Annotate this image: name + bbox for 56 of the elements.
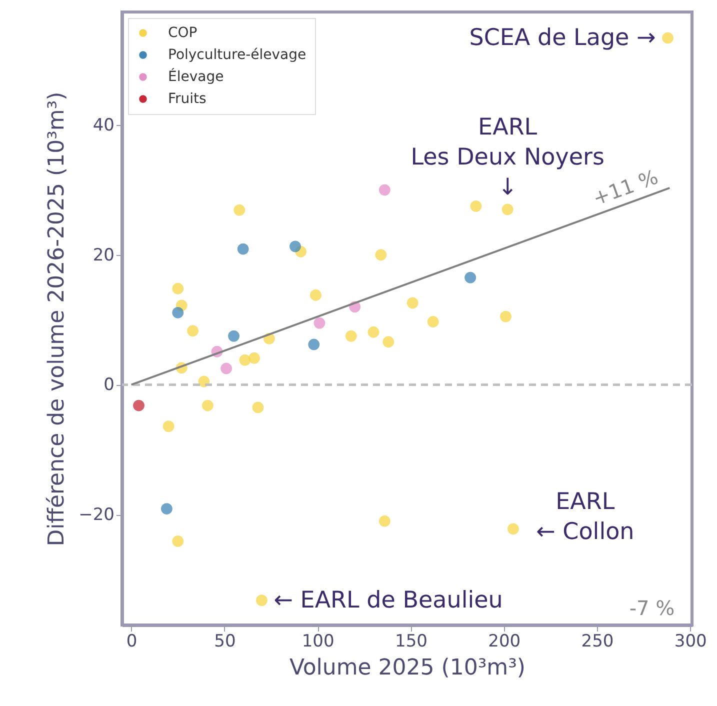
point	[308, 338, 320, 350]
y-tick-label: −20	[78, 505, 114, 526]
annotation: +11 %	[590, 164, 662, 210]
point	[314, 317, 326, 329]
x-tick-label: 50	[214, 632, 236, 652]
legend-label: COP	[168, 25, 198, 41]
legend-label: Élevage	[168, 68, 224, 85]
legend-label: Fruits	[168, 91, 206, 107]
point	[202, 400, 214, 412]
point	[378, 515, 390, 527]
point	[172, 306, 184, 318]
y-tick-label: 20	[92, 245, 114, 266]
point	[239, 354, 251, 366]
point	[507, 523, 519, 535]
point	[378, 184, 390, 196]
point	[234, 204, 246, 216]
point	[248, 352, 260, 364]
y-axis-title: Différence de volume 2026-2025 (10³m³)	[44, 92, 70, 546]
x-tick-label: 200	[488, 632, 521, 652]
point	[133, 400, 144, 412]
point	[161, 503, 172, 514]
legend-label: Polyculture-élevage	[168, 47, 306, 63]
point	[172, 282, 184, 294]
point	[368, 326, 380, 338]
point	[187, 325, 198, 337]
x-tick-label: 0	[126, 632, 138, 652]
point	[237, 243, 249, 255]
point	[464, 272, 476, 284]
point	[502, 204, 514, 216]
x-tick-label: 100	[302, 632, 334, 652]
point	[500, 310, 512, 322]
point	[406, 297, 418, 309]
point	[427, 316, 439, 328]
y-tick-label: 40	[92, 115, 114, 136]
point	[290, 240, 301, 252]
y-tick-label: 0	[104, 375, 114, 396]
x-axis-title: Volume 2025 (10³m³)	[289, 656, 526, 680]
annotation: SCEA de Lage →	[469, 24, 656, 51]
point	[310, 289, 322, 301]
point	[252, 402, 264, 414]
annotation: -7 %	[629, 596, 675, 620]
point	[470, 200, 482, 212]
point	[256, 594, 268, 606]
point	[162, 420, 174, 432]
x-tick-label: 150	[395, 632, 428, 652]
x-tick-label: 300	[674, 632, 707, 652]
point	[345, 330, 357, 342]
point	[662, 32, 674, 44]
point	[220, 362, 232, 374]
annotation: ← EARL de Beaulieu	[274, 587, 503, 614]
point	[228, 330, 240, 342]
annotation: EARL ← Collon	[536, 488, 634, 545]
point	[382, 336, 394, 348]
point	[172, 536, 184, 547]
point	[375, 249, 387, 261]
x-tick-label: 250	[581, 632, 614, 652]
